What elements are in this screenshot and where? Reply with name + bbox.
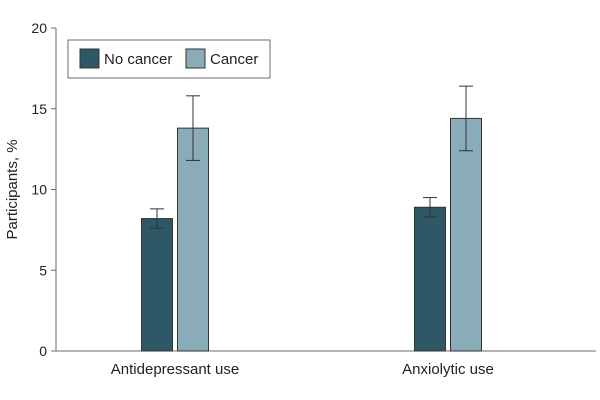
y-tick-label: 5 [39,262,47,278]
legend-swatch [79,48,100,69]
error-bar [459,85,473,152]
legend-swatch [185,48,206,69]
y-tick-label: 20 [31,20,47,36]
bar [141,218,173,352]
error-bar [150,208,164,229]
error-bar [186,95,200,161]
y-tick-label: 10 [31,182,47,198]
bars [141,85,482,352]
legend-label: Cancer [210,51,258,68]
bar [450,117,482,352]
y-axis-title: Participants, % [4,139,21,239]
category-labels: Antidepressant use Anxiolytic use [111,361,494,378]
x-category-label: Anxiolytic use [402,361,494,378]
legend-box [67,39,271,79]
y-tick-label: 15 [31,101,47,117]
bar [414,206,446,352]
legend: No cancer Cancer [67,39,271,79]
error-bar [423,197,437,218]
y-ticks: 0 5 10 15 20 [31,20,56,359]
legend-label: No cancer [104,51,172,68]
y-tick-label: 0 [39,343,47,359]
bar [177,127,209,352]
x-category-label: Antidepressant use [111,361,239,378]
